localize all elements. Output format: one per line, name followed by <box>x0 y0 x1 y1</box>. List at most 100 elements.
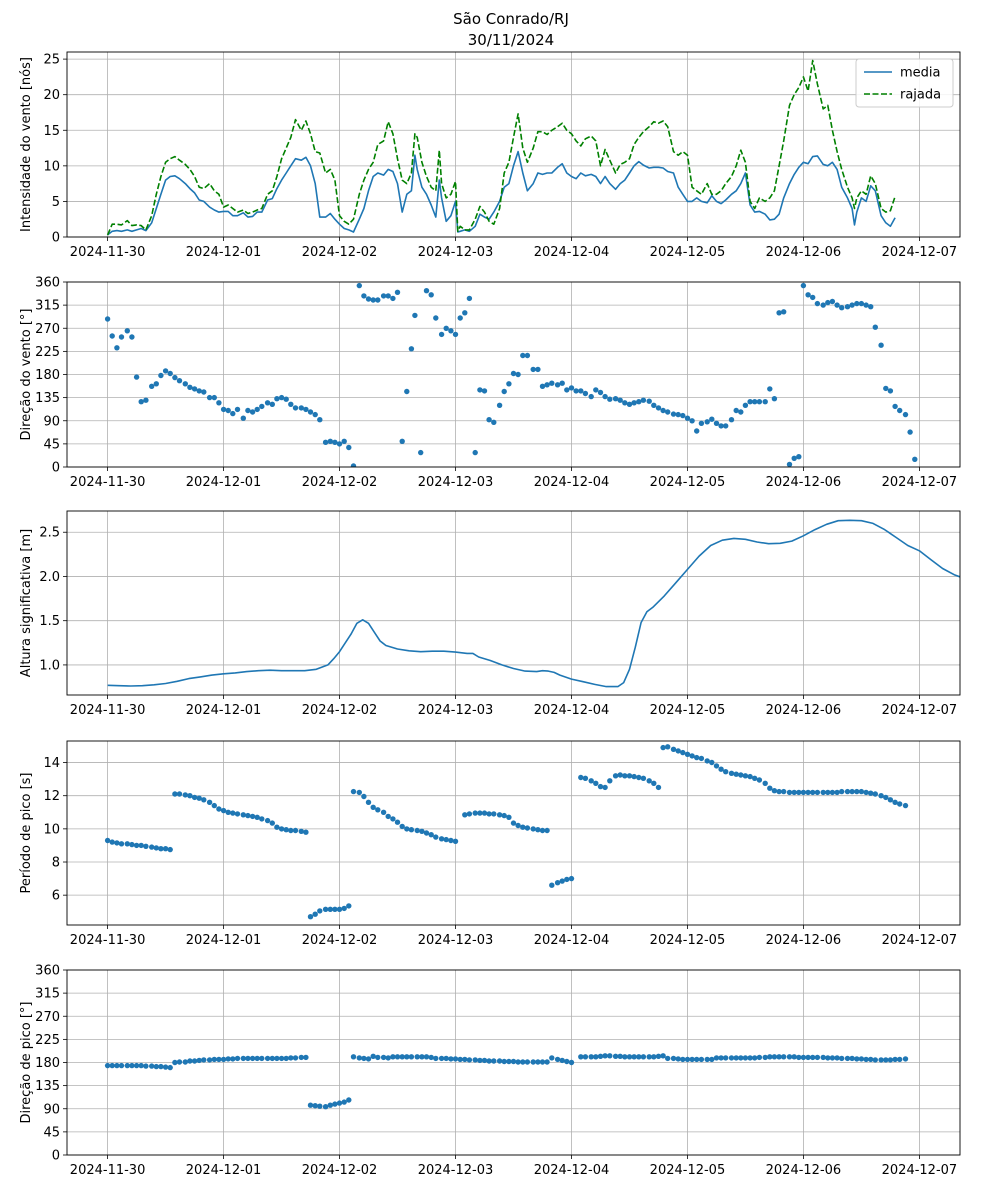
data-point <box>288 401 294 407</box>
data-point <box>520 824 526 830</box>
data-point <box>742 402 749 408</box>
data-point <box>839 1055 845 1062</box>
data-point <box>414 1054 420 1060</box>
data-point <box>457 1056 463 1063</box>
data-point <box>292 1055 299 1061</box>
data-point <box>868 1056 874 1063</box>
data-point <box>554 382 561 388</box>
data-point <box>423 288 430 294</box>
data-point <box>133 1062 140 1069</box>
data-point <box>651 402 657 408</box>
data-point <box>380 293 387 299</box>
x-tick-label: 2024-12-06 <box>766 703 842 718</box>
data-point <box>747 1055 753 1061</box>
data-point <box>438 1055 445 1062</box>
data-point <box>698 1056 705 1063</box>
data-point <box>872 791 878 797</box>
data-point <box>129 334 135 340</box>
data-point <box>350 463 357 467</box>
data-point <box>564 876 570 883</box>
data-point <box>704 419 710 425</box>
data-point <box>201 389 207 395</box>
data-point <box>791 1054 797 1060</box>
plot-area <box>104 744 909 920</box>
x-tick-label: 2024-12-05 <box>650 703 726 718</box>
data-point <box>854 300 860 307</box>
data-point <box>631 773 637 780</box>
data-point <box>626 401 633 407</box>
y-tick-label: 5 <box>52 195 60 210</box>
data-point <box>501 1058 507 1065</box>
data-point <box>810 1054 816 1061</box>
data-point <box>747 399 753 405</box>
data-point <box>423 1054 430 1060</box>
data-point <box>443 325 449 331</box>
data-point <box>868 304 874 310</box>
data-point <box>259 403 265 410</box>
data-point <box>892 403 898 410</box>
data-point <box>158 846 164 852</box>
data-point <box>738 1055 744 1061</box>
data-point <box>733 1055 739 1061</box>
data-point <box>332 906 338 912</box>
data-point <box>593 387 599 393</box>
data-point <box>298 828 304 834</box>
data-point <box>636 774 642 781</box>
data-point <box>240 812 246 818</box>
data-point <box>863 789 869 796</box>
data-point <box>477 810 483 816</box>
plot-area <box>106 59 896 236</box>
data-point <box>216 400 222 406</box>
data-point <box>510 820 517 826</box>
data-point <box>820 302 826 308</box>
data-point <box>220 1056 227 1063</box>
data-point <box>336 1100 343 1106</box>
data-point <box>428 1054 434 1061</box>
data-point <box>524 352 531 359</box>
data-point <box>887 1057 894 1063</box>
data-point <box>124 1062 130 1069</box>
data-point <box>264 817 271 824</box>
data-point <box>138 399 144 405</box>
x-tick-label: 2024-12-01 <box>186 703 262 718</box>
data-point <box>834 789 840 796</box>
data-point <box>385 813 391 820</box>
data-point <box>206 799 213 805</box>
data-point <box>805 789 811 796</box>
data-point <box>762 780 768 786</box>
data-point <box>680 749 686 756</box>
data-point <box>597 389 604 396</box>
data-point <box>660 407 666 414</box>
data-point <box>234 406 241 413</box>
legend-label-rajada: rajada <box>900 88 941 103</box>
data-point <box>752 399 758 405</box>
data-point <box>506 814 512 820</box>
data-point <box>182 1059 188 1065</box>
data-point <box>593 1054 599 1060</box>
data-point <box>172 374 178 381</box>
data-point <box>872 1057 878 1063</box>
plot-frame <box>66 740 961 926</box>
data-point <box>220 406 227 413</box>
data-point <box>162 846 169 852</box>
data-point <box>839 788 845 795</box>
data-point <box>752 775 758 781</box>
data-point <box>887 388 894 394</box>
data-point <box>109 1062 115 1069</box>
data-point <box>535 827 541 833</box>
y-tick-label: 315 <box>35 987 60 1002</box>
y-tick-label: 360 <box>35 964 60 979</box>
data-point <box>346 903 352 909</box>
data-point <box>317 417 323 423</box>
data-point <box>781 1054 787 1060</box>
x-tick-label: 2024-12-01 <box>186 475 262 490</box>
data-point <box>448 837 454 844</box>
data-point <box>636 1054 642 1060</box>
panel-4: 2024-11-30 2024-12-01 2024-12-02 2024-12-03… <box>19 740 961 948</box>
x-tick-label: 2024-12-03 <box>418 245 494 260</box>
data-point <box>878 793 884 799</box>
data-point <box>341 1099 347 1105</box>
data-point <box>336 441 343 447</box>
data-point <box>814 789 821 796</box>
data-point <box>622 400 628 406</box>
